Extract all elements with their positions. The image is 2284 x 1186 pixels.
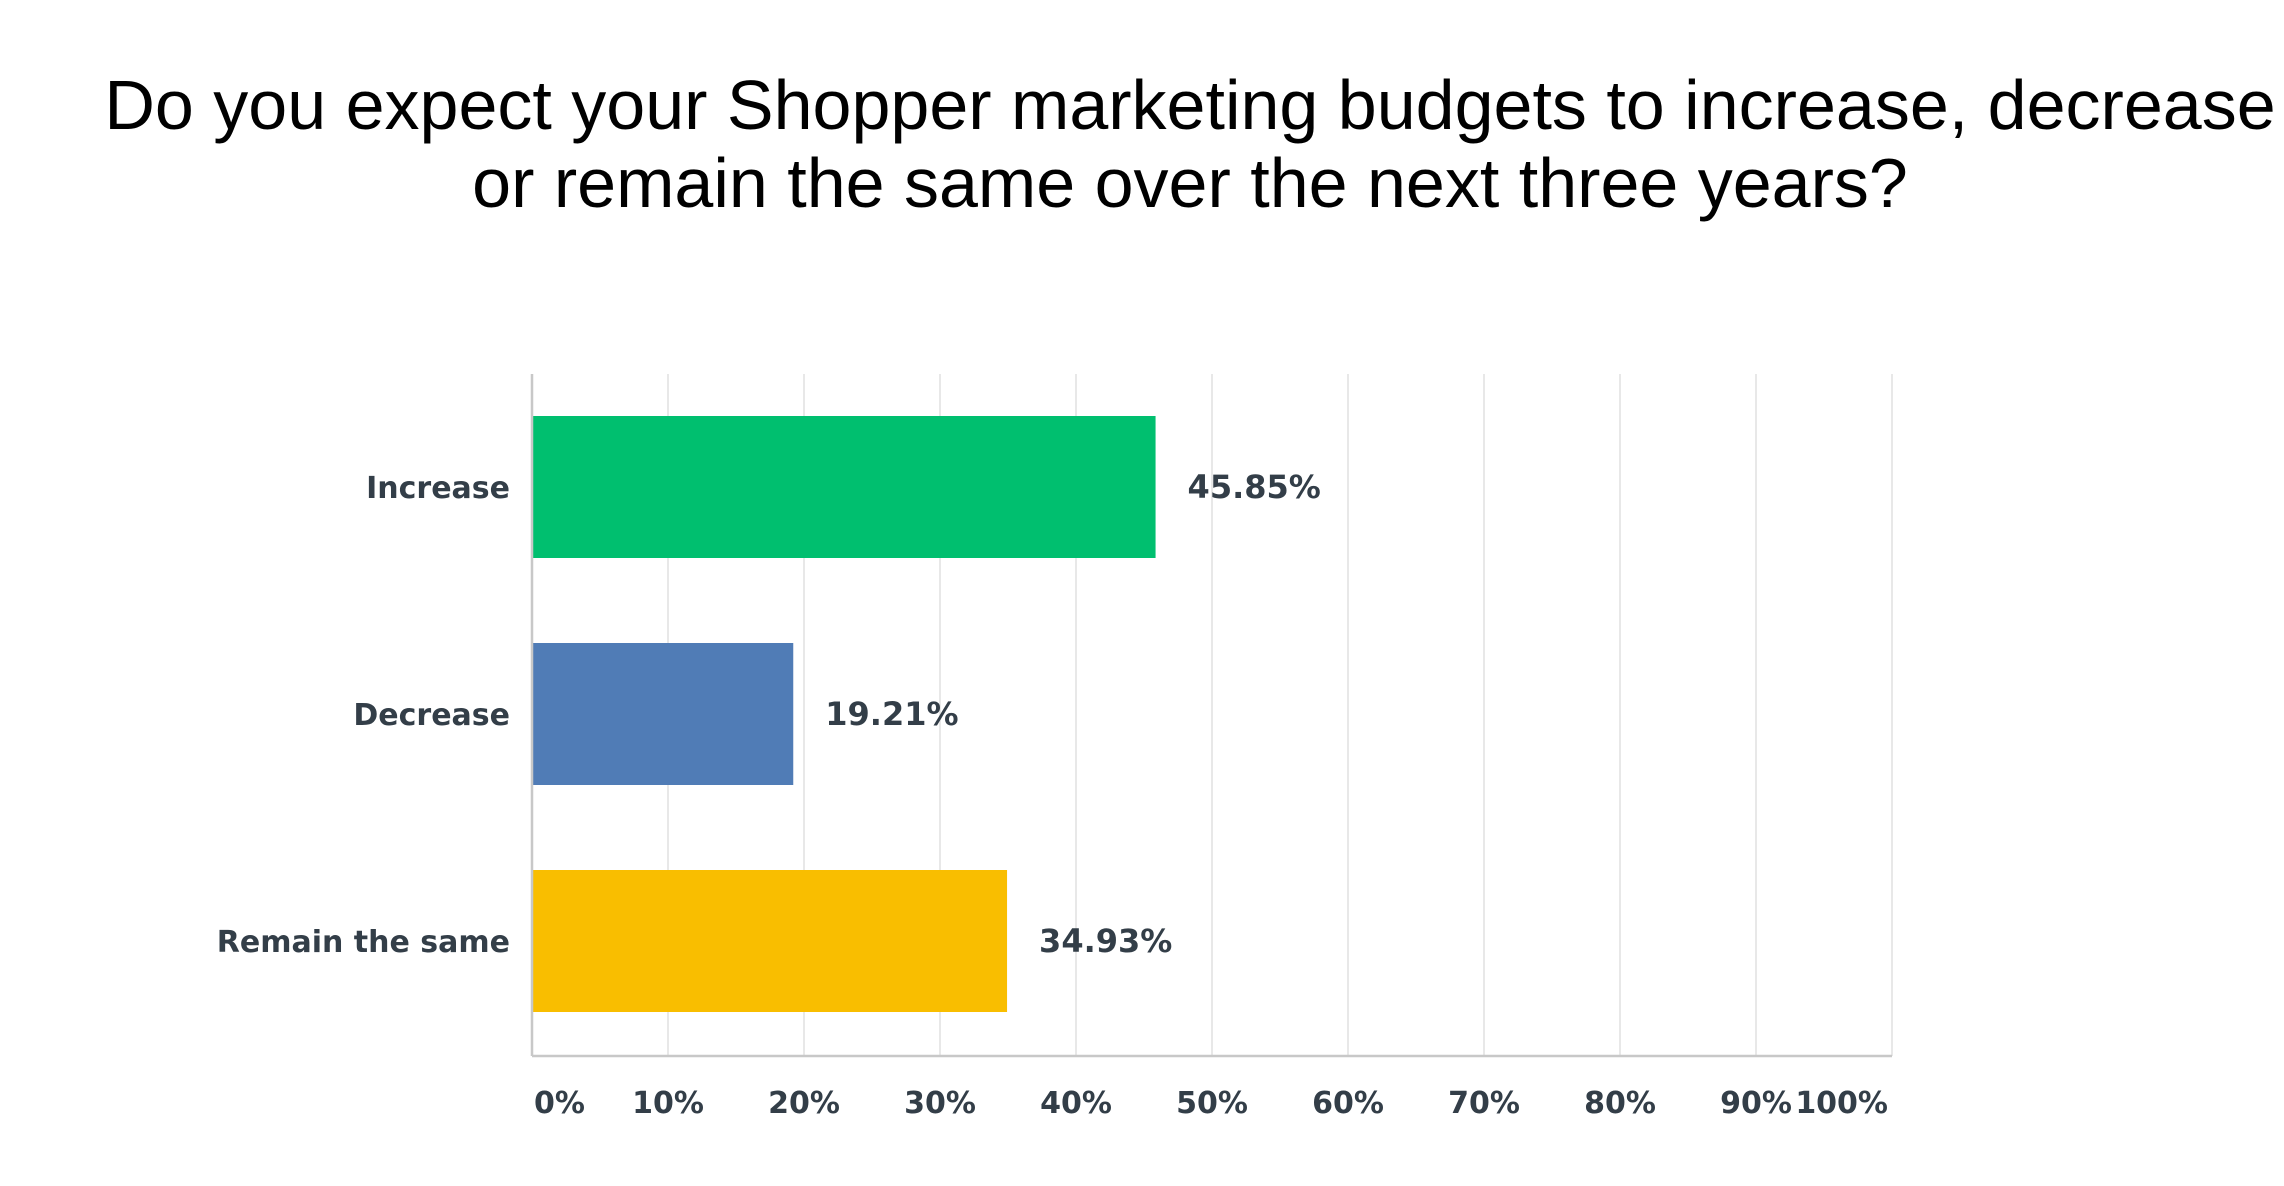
value-label: 45.85% — [1188, 468, 1321, 506]
chart-title-line-2: or remain the same over the next three y… — [472, 144, 1908, 222]
x-tick-label: 10% — [632, 1086, 704, 1121]
x-tick-label: 30% — [904, 1086, 976, 1121]
x-tick-label: 80% — [1584, 1086, 1656, 1121]
bar-decrease — [532, 643, 794, 785]
x-tick-label: 100% — [1795, 1086, 1888, 1121]
x-tick-label: 0% — [534, 1086, 585, 1121]
labels: 45.85% Increase 19.21% Decrease 34.93% Remain… — [217, 468, 1888, 1121]
category-label: Remain the same — [217, 925, 510, 960]
category-label: Decrease — [353, 698, 510, 733]
x-tick-label: 90% — [1720, 1086, 1792, 1121]
x-tick-label: 40% — [1040, 1086, 1112, 1121]
x-tick-label: 60% — [1312, 1086, 1384, 1121]
bar-increase — [532, 416, 1156, 558]
x-tick-label: 50% — [1176, 1086, 1248, 1121]
chart-title-line-1: Do you expect your Shopper marketing bud… — [104, 66, 2276, 144]
x-tick-label: 20% — [768, 1086, 840, 1121]
value-label: 34.93% — [1039, 922, 1172, 960]
chart-title: Do you expect your Shopper marketing bud… — [80, 66, 2284, 222]
bars — [532, 416, 1156, 1012]
x-tick-label: 70% — [1448, 1086, 1520, 1121]
gridlines — [667, 374, 1893, 1056]
bar-remain-the-same — [532, 870, 1008, 1012]
axes — [530, 374, 1892, 1058]
category-label: Increase — [366, 471, 510, 506]
value-label: 19.21% — [825, 695, 958, 733]
